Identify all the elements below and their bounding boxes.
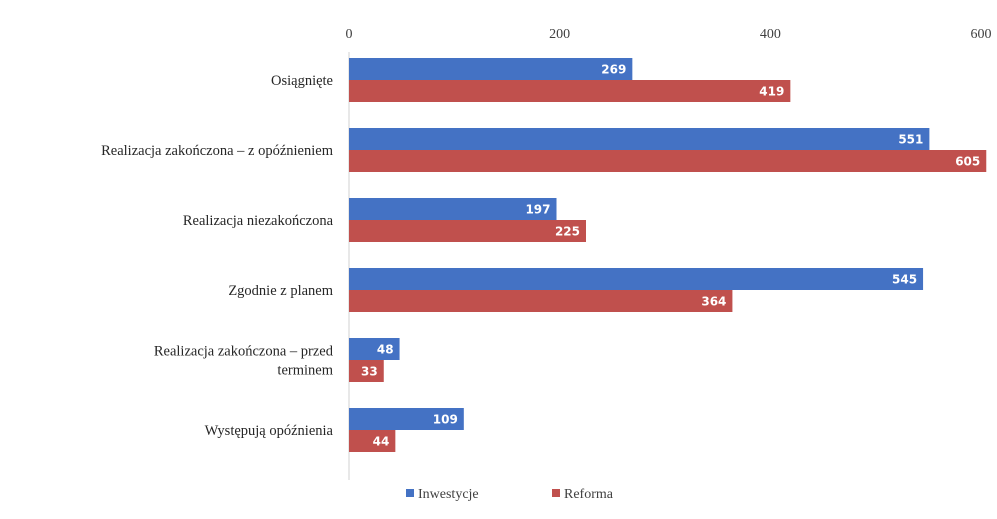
bar-inwestycje — [349, 338, 400, 360]
x-tick-label: 400 — [760, 27, 781, 42]
data-label: 197 — [525, 203, 550, 217]
category-label: Występują opóźnienia — [205, 423, 334, 439]
category-label: Realizacja zakończona – z opóźnieniem — [101, 143, 334, 159]
data-label: 109 — [433, 413, 458, 427]
legend-label: Inwestycje — [418, 487, 479, 502]
bars-layer — [349, 58, 987, 452]
bar-inwestycje — [349, 408, 464, 430]
bar-reforma — [349, 80, 791, 102]
bar-inwestycje — [349, 58, 633, 80]
category-label: Zgodnie z planem — [228, 283, 333, 299]
bar-reforma — [349, 150, 987, 172]
bar-inwestycje — [349, 128, 930, 150]
data-label: 225 — [555, 225, 580, 239]
data-label: 269 — [601, 63, 626, 77]
data-label: 48 — [377, 343, 394, 357]
bar-reforma — [349, 290, 733, 312]
bar-reforma — [349, 220, 586, 242]
data-label: 44 — [373, 435, 390, 449]
x-tick-label: 600 — [971, 27, 992, 42]
bar-inwestycje — [349, 268, 924, 290]
legend-label: Reforma — [564, 487, 614, 502]
data-label: 605 — [955, 155, 980, 169]
legend-swatch — [552, 489, 560, 497]
data-label: 419 — [759, 85, 784, 99]
bar-inwestycje — [349, 198, 557, 220]
category-label: Realizacja zakończona – przed terminem — [154, 344, 334, 379]
labels-layer: 269 419 Osiągnięte 551 605 Realizacja zakończ… — [101, 63, 980, 449]
data-label: 551 — [898, 133, 923, 147]
legend-swatch — [406, 489, 414, 497]
category-label: Realizacja niezakończona — [183, 213, 334, 229]
x-tick-label: 200 — [549, 27, 570, 42]
data-label: 364 — [701, 295, 726, 309]
category-label: Osiągnięte — [271, 73, 333, 89]
data-label: 33 — [361, 365, 378, 379]
legend: Inwestycje Reforma — [406, 487, 614, 502]
data-label: 545 — [892, 273, 917, 287]
bar-reforma — [349, 430, 396, 452]
bar-reforma — [349, 360, 384, 382]
x-tick-label: 0 — [346, 27, 353, 42]
